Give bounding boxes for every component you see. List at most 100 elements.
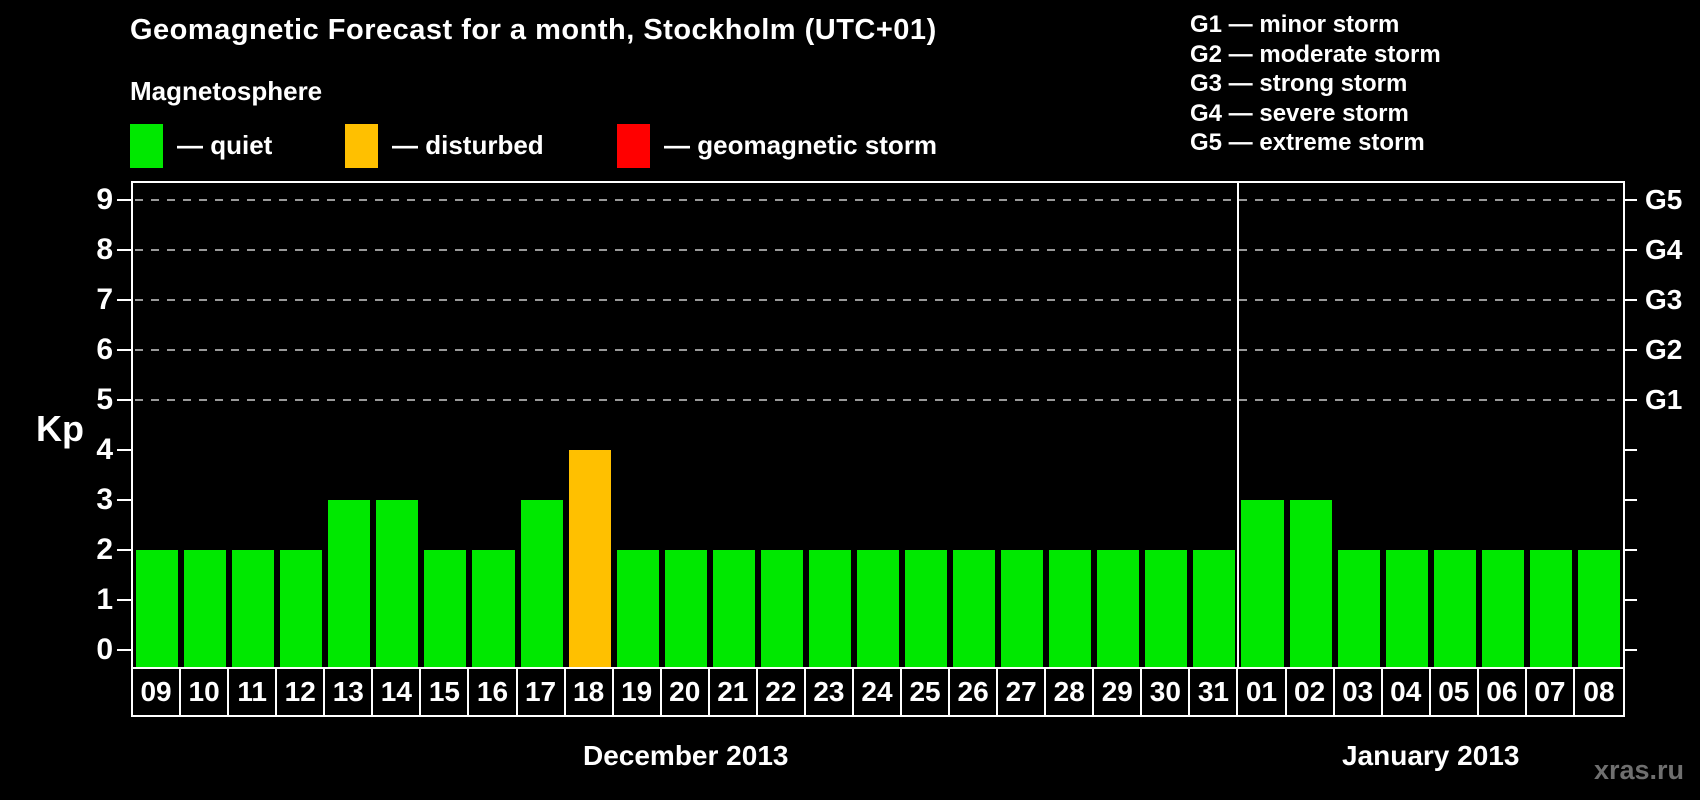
day-label-cell: 24 bbox=[854, 669, 903, 715]
storm-color-swatch-icon bbox=[617, 123, 650, 168]
day-label-cell: 07 bbox=[1527, 669, 1575, 715]
y-tick-label: 0 bbox=[96, 633, 113, 666]
day-label-cell: 09 bbox=[133, 669, 182, 715]
y-tick-label: 2 bbox=[96, 533, 113, 566]
chart-title: Geomagnetic Forecast for a month, Stockh… bbox=[130, 14, 937, 46]
kp-bar-day-05 bbox=[1433, 550, 1476, 667]
legend-item-label: — disturbed bbox=[392, 130, 544, 160]
g-scale-legend: G1 — minor storm G2 — moderate storm G3 — … bbox=[1190, 10, 1441, 158]
kp-bar-day-29 bbox=[1097, 550, 1140, 667]
month-label: January 2013 bbox=[1341, 740, 1520, 771]
day-label-cell: 04 bbox=[1383, 669, 1431, 715]
kp-bar-day-01 bbox=[1241, 500, 1284, 667]
day-label-cell: 22 bbox=[758, 669, 806, 715]
y-tick-right bbox=[1623, 299, 1637, 301]
day-label-cell: 03 bbox=[1335, 669, 1383, 715]
kp-bar-day-02 bbox=[1289, 500, 1332, 667]
day-label-cell: 16 bbox=[469, 669, 518, 715]
y-tick-left bbox=[117, 599, 131, 601]
day-label-cell: 17 bbox=[518, 669, 566, 715]
y-tick-label: 3 bbox=[96, 483, 113, 516]
day-label-cell: 31 bbox=[1190, 669, 1239, 715]
kp-bar-day-12 bbox=[280, 550, 323, 667]
day-label-cell: 30 bbox=[1142, 669, 1191, 715]
y-tick-left bbox=[117, 549, 131, 551]
kp-bar-day-03 bbox=[1337, 550, 1380, 667]
legend-item-label: — quiet bbox=[177, 130, 273, 160]
y-tick-right bbox=[1623, 449, 1637, 451]
day-label-cell: 01 bbox=[1238, 669, 1287, 715]
y-tick-label: 9 bbox=[96, 183, 113, 216]
y-tick-label: 8 bbox=[96, 233, 113, 266]
y-tick-label: 5 bbox=[96, 383, 113, 416]
day-label-cell: 06 bbox=[1479, 669, 1527, 715]
gridline bbox=[135, 299, 1621, 301]
day-label-cell: 23 bbox=[806, 669, 854, 715]
g-scale-tick-label: G4 bbox=[1645, 234, 1683, 265]
gridline bbox=[135, 199, 1621, 201]
g-scale-tick-label: G2 bbox=[1645, 334, 1683, 365]
gridline bbox=[135, 399, 1621, 401]
day-label-cell: 19 bbox=[614, 669, 662, 715]
quiet-color-swatch-icon bbox=[130, 123, 163, 168]
day-label-cell: 26 bbox=[950, 669, 999, 715]
legend-heading: Magnetosphere bbox=[130, 76, 323, 106]
g-scale-legend-line: G2 — moderate storm bbox=[1190, 40, 1441, 68]
kp-bar-day-31 bbox=[1193, 550, 1236, 667]
kp-bar-day-18 bbox=[568, 450, 611, 667]
g-scale-legend-line: G3 — strong storm bbox=[1190, 70, 1408, 97]
y-tick-label: 6 bbox=[96, 333, 113, 366]
y-tick-right bbox=[1623, 249, 1637, 251]
disturbed-color-swatch-icon bbox=[345, 123, 378, 168]
y-axis-label: Kp bbox=[36, 408, 84, 449]
day-label-cell: 27 bbox=[998, 669, 1047, 715]
kp-bar-day-23 bbox=[808, 550, 851, 667]
day-label-cell: 20 bbox=[662, 669, 710, 715]
gridline bbox=[135, 349, 1621, 351]
kp-bar-day-22 bbox=[760, 550, 803, 667]
kp-bar-day-30 bbox=[1145, 550, 1188, 667]
kp-bar-day-10 bbox=[184, 550, 227, 667]
kp-bar-day-09 bbox=[136, 550, 179, 667]
y-tick-left bbox=[117, 399, 131, 401]
y-tick-label: 1 bbox=[96, 583, 113, 616]
day-label-cell: 12 bbox=[277, 669, 326, 715]
day-label-cell: 02 bbox=[1287, 669, 1335, 715]
legend-item-quiet: — quiet bbox=[130, 123, 272, 168]
kp-bar-day-08 bbox=[1577, 550, 1620, 667]
watermark: xras.ru bbox=[1593, 755, 1684, 785]
month-label: December 2013 bbox=[582, 740, 789, 771]
day-label-cell: 21 bbox=[710, 669, 758, 715]
legend-item-storm: — geomagnetic storm bbox=[617, 123, 937, 168]
y-tick-right bbox=[1623, 349, 1637, 351]
kp-bar-day-06 bbox=[1481, 550, 1524, 667]
kp-bar-day-19 bbox=[616, 550, 659, 667]
g-scale-tick-label: G5 bbox=[1645, 184, 1683, 215]
y-tick-left bbox=[117, 449, 131, 451]
y-tick-left bbox=[117, 349, 131, 351]
kp-bar-day-24 bbox=[856, 550, 900, 667]
day-label-cell: 05 bbox=[1431, 669, 1479, 715]
y-tick-label: 4 bbox=[96, 433, 113, 466]
kp-bar-day-21 bbox=[712, 550, 755, 667]
day-label-cell: 25 bbox=[902, 669, 951, 715]
g-scale-legend-line: G1 — minor storm bbox=[1190, 11, 1400, 38]
day-label-cell: 15 bbox=[421, 669, 470, 715]
kp-bar-day-28 bbox=[1049, 550, 1092, 667]
kp-bar-day-04 bbox=[1385, 550, 1428, 667]
kp-bar-day-15 bbox=[424, 550, 467, 667]
kp-bar-day-14 bbox=[376, 500, 419, 667]
g-scale-legend-line: G4 — severe storm bbox=[1190, 99, 1409, 127]
y-tick-left bbox=[117, 249, 131, 251]
kp-bar-day-20 bbox=[664, 550, 707, 667]
y-tick-label: 7 bbox=[96, 283, 113, 316]
gridline bbox=[135, 249, 1621, 251]
day-label-cell: 28 bbox=[1046, 669, 1095, 715]
g-scale-tick-label: G3 bbox=[1645, 284, 1683, 315]
y-tick-right bbox=[1623, 399, 1637, 401]
kp-bar-day-11 bbox=[232, 550, 275, 667]
legend-item-disturbed: — disturbed bbox=[345, 123, 544, 168]
y-tick-left bbox=[117, 299, 131, 301]
day-label-cell: 18 bbox=[566, 669, 614, 715]
